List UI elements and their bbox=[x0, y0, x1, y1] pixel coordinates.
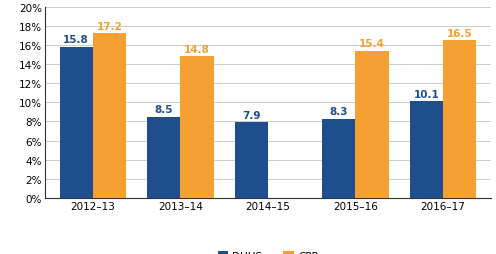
Bar bbox=[322, 119, 355, 198]
Text: 17.2: 17.2 bbox=[97, 22, 123, 32]
Bar bbox=[355, 51, 389, 198]
Bar bbox=[235, 123, 268, 198]
Bar bbox=[93, 34, 126, 198]
Text: 14.8: 14.8 bbox=[184, 45, 210, 55]
Text: 7.9: 7.9 bbox=[242, 110, 260, 120]
Text: 10.1: 10.1 bbox=[413, 90, 439, 100]
Text: 8.5: 8.5 bbox=[154, 105, 173, 115]
Legend: DHHS, CPP: DHHS, CPP bbox=[214, 247, 322, 254]
Text: 16.5: 16.5 bbox=[447, 29, 472, 39]
Bar bbox=[147, 117, 181, 198]
Bar bbox=[443, 41, 476, 198]
Text: 8.3: 8.3 bbox=[329, 107, 348, 117]
Text: 15.4: 15.4 bbox=[359, 39, 385, 49]
Bar bbox=[60, 47, 93, 198]
Bar bbox=[410, 102, 443, 198]
Bar bbox=[181, 57, 214, 198]
Text: 15.8: 15.8 bbox=[63, 35, 89, 45]
